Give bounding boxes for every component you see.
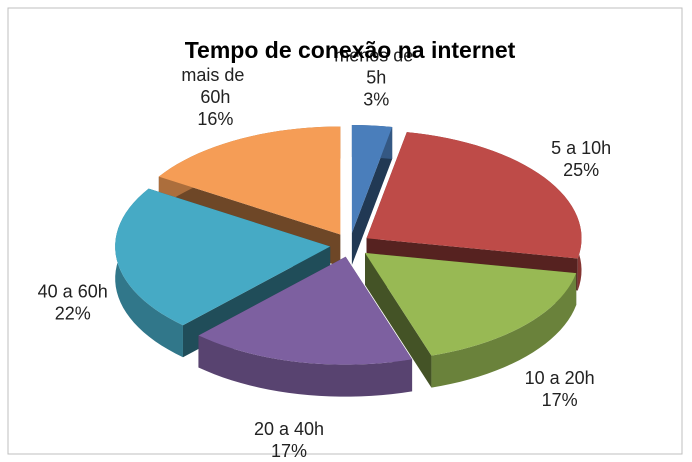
slice-side: [431, 273, 577, 388]
chart-title: Tempo de conexão na internet: [185, 37, 516, 63]
slice: [351, 125, 393, 234]
slice: [351, 125, 393, 266]
slice-label: 5 a 10h: [551, 138, 611, 158]
slice: [158, 126, 341, 235]
slice: [198, 256, 413, 365]
slice-value-label: 3%: [363, 90, 389, 110]
slice-label: 40 a 60h: [38, 281, 108, 301]
slice-side: [365, 252, 432, 388]
slice-label: mais de 60h: [181, 65, 249, 107]
pie: [115, 125, 582, 397]
slice-value-label: 22%: [55, 303, 91, 323]
slice-value-label: 17%: [271, 441, 307, 461]
slice: [115, 188, 331, 326]
slice-label: menos de 5h: [334, 46, 418, 88]
slice: [198, 256, 413, 397]
slice: [365, 252, 577, 356]
slice-label: 20 a 40h: [254, 419, 324, 439]
slice-value-label: 25%: [563, 160, 599, 180]
slice: [366, 132, 582, 259]
slice: [365, 252, 577, 388]
slice-value-label: 16%: [197, 109, 233, 129]
slice-label: 10 a 20h: [525, 368, 595, 388]
slice-side: [351, 126, 393, 266]
slice-value-label: 17%: [542, 390, 578, 410]
slice-side: [198, 335, 413, 397]
